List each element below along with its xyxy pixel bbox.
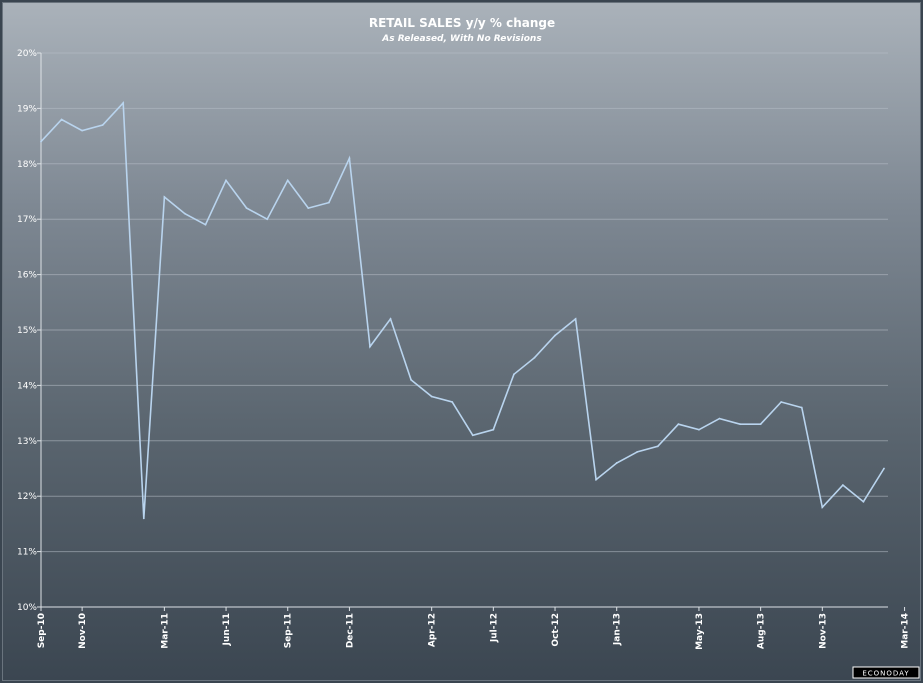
x-tick-label: Aug-13 [757, 613, 767, 649]
series-group [40, 100, 885, 520]
x-axis-ticks: Sep-10 Nov-10 Mar-11 Jun-11 Sep-11 Dec-11 Apr-… [37, 613, 911, 650]
data-point [327, 201, 330, 204]
data-point [677, 423, 680, 426]
data-point [348, 157, 351, 160]
data-point [554, 334, 556, 337]
data-point [286, 179, 289, 182]
x-tick-label: Jan-13 [613, 613, 623, 646]
chart-subtitle: As Released, With No Revisions [381, 34, 542, 44]
data-point [389, 318, 392, 320]
y-tick-label: 19% [17, 104, 37, 114]
y-tick-label: 16% [17, 271, 37, 281]
series-line [40, 100, 885, 519]
y-tick-label: 10% [17, 603, 37, 613]
data-point [800, 406, 803, 409]
y-tick-label: 13% [17, 437, 37, 447]
data-point [451, 401, 454, 403]
x-tick-label: Apr-12 [428, 613, 438, 647]
x-tick-label: Dec-11 [345, 613, 355, 648]
x-tick-label: Oct-12 [551, 613, 561, 647]
x-tick-label: Sep-10 [37, 613, 47, 648]
data-point [862, 500, 865, 503]
data-point [574, 318, 577, 320]
x-tick-label: Jul-12 [489, 613, 499, 643]
y-tick-label: 12% [17, 492, 37, 502]
data-point [122, 101, 125, 104]
y-tick-label: 11% [17, 548, 37, 558]
data-point [225, 179, 227, 182]
x-tick-label: Nov-13 [818, 613, 828, 649]
data-point [163, 196, 166, 198]
y-tick-label: 14% [17, 381, 37, 391]
data-point [369, 345, 371, 348]
data-point [266, 218, 269, 221]
data-point [615, 462, 618, 464]
line-chart: RETAIL SALES y/y % change As Released, W… [17, 16, 920, 679]
data-point [430, 395, 433, 398]
x-tick-label: Jun-11 [222, 613, 232, 646]
data-point [656, 445, 659, 448]
data-point [81, 129, 84, 132]
x-tick-label: May-13 [695, 613, 705, 650]
data-point [759, 423, 762, 426]
data-point [513, 373, 515, 376]
data-point [245, 207, 248, 210]
x-tick-label: Sep-11 [284, 613, 294, 648]
data-point [821, 506, 824, 509]
data-point [636, 450, 639, 453]
data-point [718, 417, 721, 420]
data-point [595, 478, 598, 481]
data-point [780, 401, 783, 403]
y-tick-label: 20% [17, 49, 37, 59]
x-tick-label: Nov-10 [78, 613, 88, 649]
econoday-logo: ECONODAY [852, 666, 920, 679]
data-point [841, 484, 844, 487]
data-point [204, 223, 207, 226]
data-point [883, 467, 885, 470]
data-point [471, 434, 474, 437]
logo-text: ECONODAY [862, 670, 909, 678]
grid-lines [41, 52, 888, 553]
y-tick-label: 17% [17, 215, 37, 225]
data-point [40, 140, 42, 143]
y-axis-ticks: 10% 11% 12% 13% 14% 15% 16% 17% 18% 19% 20% [17, 49, 37, 613]
y-tick-label: 15% [17, 326, 37, 336]
data-point [739, 423, 741, 426]
x-tick-label: Mar-11 [160, 613, 170, 649]
data-point [698, 428, 700, 431]
data-point [101, 124, 104, 126]
data-point [307, 207, 310, 210]
chart-title: RETAIL SALES y/y % change [369, 16, 555, 30]
y-tick-label: 18% [17, 160, 37, 170]
x-tick-label: Mar-14 [901, 613, 911, 649]
data-point [492, 428, 495, 431]
data-point [184, 212, 186, 215]
axes [37, 52, 906, 611]
data-point [142, 517, 145, 520]
data-point [533, 356, 536, 359]
data-point [60, 118, 63, 121]
data-point [410, 378, 412, 381]
